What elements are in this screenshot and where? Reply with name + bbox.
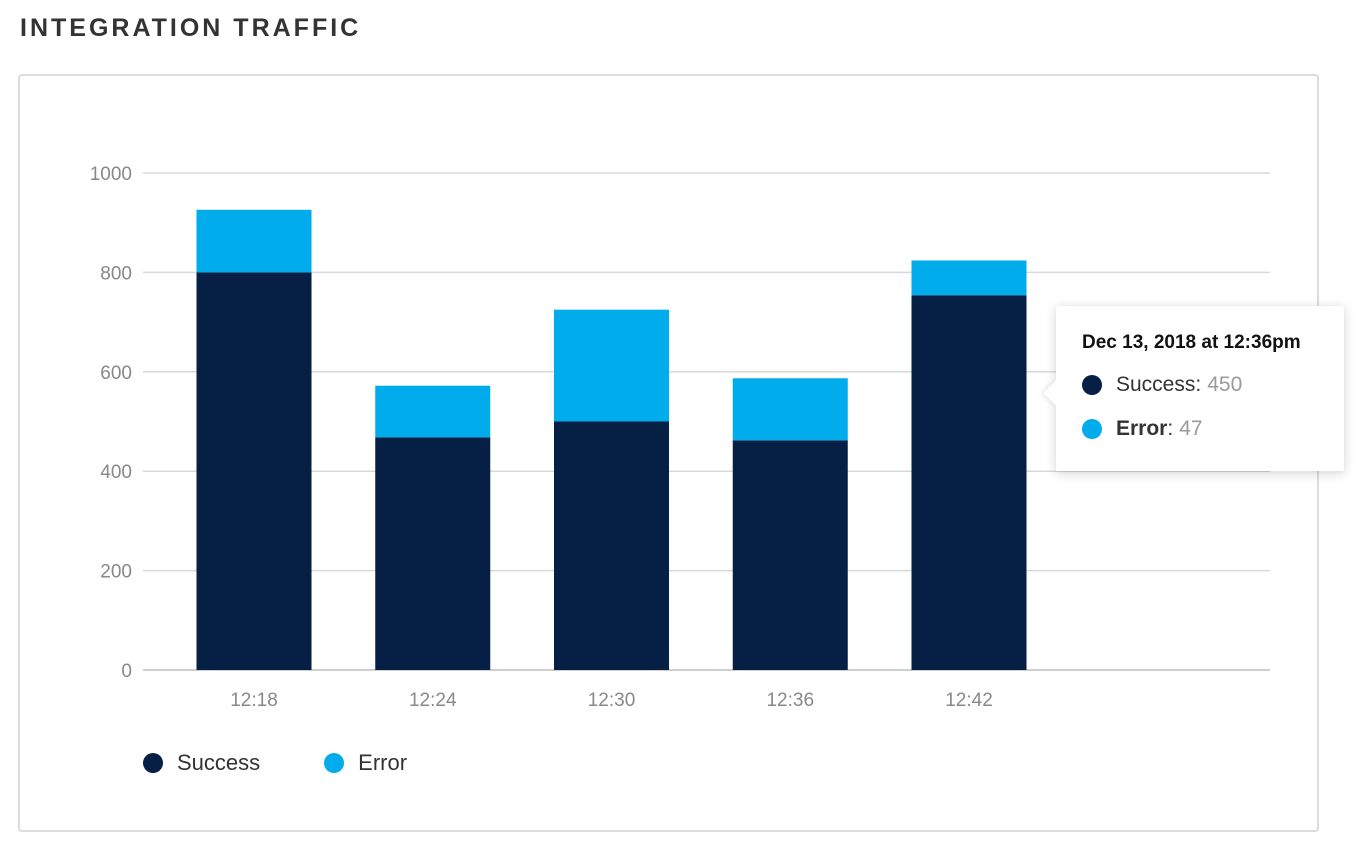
y-tick-label-800: 800 — [100, 263, 132, 284]
bar-error-1218 — [196, 209, 312, 273]
error-dot-icon — [1082, 419, 1102, 439]
legend-item-error[interactable]: Error — [324, 750, 407, 776]
y-tick-label-400: 400 — [100, 462, 132, 483]
tooltip-error-value: 47 — [1179, 417, 1203, 440]
bar-success-1224 — [375, 437, 491, 670]
bar-success-1236 — [732, 440, 848, 670]
chart-legend: Success Error — [143, 750, 471, 776]
tooltip-row-error: Error: 47 — [1082, 416, 1344, 442]
chart-tooltip: Dec 13, 2018 at 12:36pm Success: 450 Err… — [1056, 306, 1344, 471]
error-legend-dot-icon — [324, 753, 345, 773]
x-tick-label-1236: 12:36 — [766, 690, 814, 711]
bar-error-1242 — [911, 260, 1027, 296]
tooltip-row-success: Success: 450 — [1082, 372, 1344, 398]
y-tick-label-0: 0 — [121, 661, 132, 682]
legend-error-label: Error — [358, 750, 408, 775]
x-tick-label-1242: 12:42 — [945, 690, 993, 711]
success-dot-icon — [1082, 375, 1102, 395]
page-title: INTEGRATION TRAFFIC — [20, 14, 362, 42]
bar-error-1236 — [732, 378, 848, 441]
success-legend-dot-icon — [143, 753, 163, 773]
x-tick-label-1218: 12:18 — [230, 690, 278, 711]
bar-success-1242 — [911, 295, 1027, 670]
bar-error-1230 — [554, 309, 669, 422]
y-tick-label-600: 600 — [100, 363, 132, 384]
tooltip-title: Dec 13, 2018 at 12:36pm — [1082, 332, 1301, 353]
bar-success-1218 — [196, 272, 312, 670]
legend-item-success[interactable]: Success — [143, 750, 260, 776]
y-tick-label-200: 200 — [100, 562, 132, 583]
x-tick-label-1224: 12:24 — [409, 690, 457, 711]
tooltip-success-value: 450 — [1207, 373, 1243, 396]
bar-error-1224 — [375, 385, 491, 438]
tooltip-error-label: Error — [1116, 417, 1168, 440]
y-tick-label-1000: 1000 — [90, 164, 132, 185]
legend-success-label: Success — [177, 750, 261, 775]
bar-success-1230 — [554, 421, 669, 670]
tooltip-success-label: Success — [1116, 373, 1196, 396]
x-tick-label-1230: 12:30 — [588, 690, 636, 711]
